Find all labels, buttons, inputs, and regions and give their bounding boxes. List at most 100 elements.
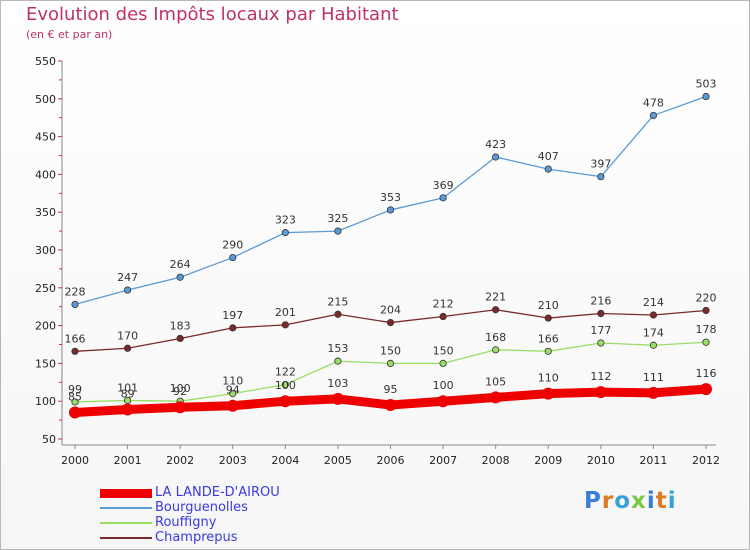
data-point	[281, 380, 289, 389]
legend-swatch	[100, 522, 152, 524]
data-label: 197	[222, 309, 243, 322]
y-tick-label: 200	[35, 320, 56, 333]
data-label: 178	[696, 323, 717, 336]
x-tick-label: 2008	[482, 454, 510, 467]
y-tick-label: 250	[35, 282, 56, 295]
data-label: 112	[590, 370, 611, 383]
x-tick-label: 2011	[639, 454, 667, 467]
data-label: 170	[117, 329, 138, 342]
data-point	[544, 347, 552, 355]
x-tick-label: 2009	[534, 454, 562, 467]
data-point	[69, 406, 81, 419]
data-point	[334, 310, 342, 318]
x-tick-label: 2000	[61, 454, 89, 467]
data-point	[492, 346, 500, 354]
data-point	[229, 324, 237, 332]
x-tick-label: 2005	[324, 454, 352, 467]
legend-label: LA LANDE-D'AIROU	[155, 485, 280, 500]
logo-letter: P	[584, 488, 602, 514]
data-label: 204	[380, 304, 401, 317]
data-label: 323	[275, 214, 296, 227]
legend-swatch	[100, 507, 152, 509]
y-tick-label: 500	[35, 93, 56, 106]
data-label: 423	[485, 138, 506, 151]
x-tick-label: 2010	[587, 454, 615, 467]
data-label: 110	[538, 372, 559, 385]
logo-letter: t	[655, 488, 668, 514]
data-point	[334, 357, 342, 365]
x-tick-label: 2007	[429, 454, 457, 467]
x-tick-label: 2001	[114, 454, 142, 467]
data-point	[647, 386, 660, 399]
data-point	[176, 334, 184, 343]
chart-subtitle: (en € et par an)	[26, 28, 113, 41]
data-label: 100	[275, 379, 296, 392]
data-point	[597, 309, 605, 318]
legend-swatch	[100, 537, 152, 539]
data-label: 101	[117, 381, 138, 394]
data-label: 228	[65, 285, 86, 298]
legend-label: Rouffigny	[155, 515, 217, 530]
data-label: 92	[173, 385, 187, 398]
data-label: 478	[643, 96, 664, 109]
data-label: 116	[696, 367, 717, 380]
data-label: 122	[275, 366, 296, 379]
data-label: 150	[433, 344, 454, 357]
data-label: 100	[170, 382, 191, 395]
chart-title: Evolution des Impôts locaux par Habitant	[26, 4, 399, 25]
data-point	[649, 111, 658, 120]
data-label: 397	[590, 158, 611, 171]
data-label: 247	[117, 271, 138, 284]
data-point	[386, 206, 395, 214]
logo-letter: o	[614, 488, 632, 514]
x-tick-label: 2006	[377, 454, 405, 467]
data-label: 407	[538, 150, 559, 163]
data-point	[544, 314, 552, 322]
data-label: 353	[380, 191, 401, 204]
data-point	[649, 311, 658, 319]
data-point	[123, 286, 132, 294]
legend-label: Bourguenolles	[155, 500, 248, 515]
data-label: 264	[170, 258, 191, 271]
data-point	[386, 318, 395, 327]
x-tick-label: 2004	[271, 454, 299, 467]
data-label: 105	[485, 375, 506, 388]
data-label: 212	[433, 298, 454, 311]
data-point	[439, 194, 447, 202]
x-tick-label: 2002	[166, 454, 194, 467]
data-point	[594, 386, 607, 399]
data-label: 150	[380, 344, 401, 357]
x-tick-label: 2012	[692, 454, 720, 467]
data-point	[174, 401, 187, 414]
data-point	[229, 253, 237, 262]
logo-letter: r	[601, 488, 615, 514]
data-label: 166	[65, 332, 86, 345]
data-point	[597, 339, 605, 347]
data-point	[702, 306, 710, 315]
data-label: 290	[222, 239, 243, 252]
data-label: 100	[433, 379, 454, 392]
proxiti-logo: Proxiti	[584, 488, 677, 514]
data-label: 369	[433, 179, 454, 192]
data-point	[331, 392, 344, 405]
data-point	[702, 338, 710, 346]
data-point	[71, 347, 79, 355]
data-label: 210	[538, 299, 559, 312]
logo-letter: i	[667, 488, 677, 514]
data-point	[71, 398, 79, 406]
logo-letter: x	[631, 488, 647, 514]
data-point	[281, 229, 289, 237]
data-point	[439, 359, 447, 367]
data-label: 325	[327, 212, 348, 225]
data-point	[542, 387, 555, 400]
data-label: 183	[170, 319, 191, 332]
data-point	[229, 390, 237, 398]
data-label: 214	[643, 296, 664, 309]
data-point	[71, 300, 79, 309]
data-label: 168	[485, 331, 506, 344]
data-label: 220	[696, 291, 717, 304]
y-tick-label: 550	[35, 55, 56, 68]
data-label: 153	[327, 342, 348, 355]
data-label: 95	[384, 383, 398, 396]
